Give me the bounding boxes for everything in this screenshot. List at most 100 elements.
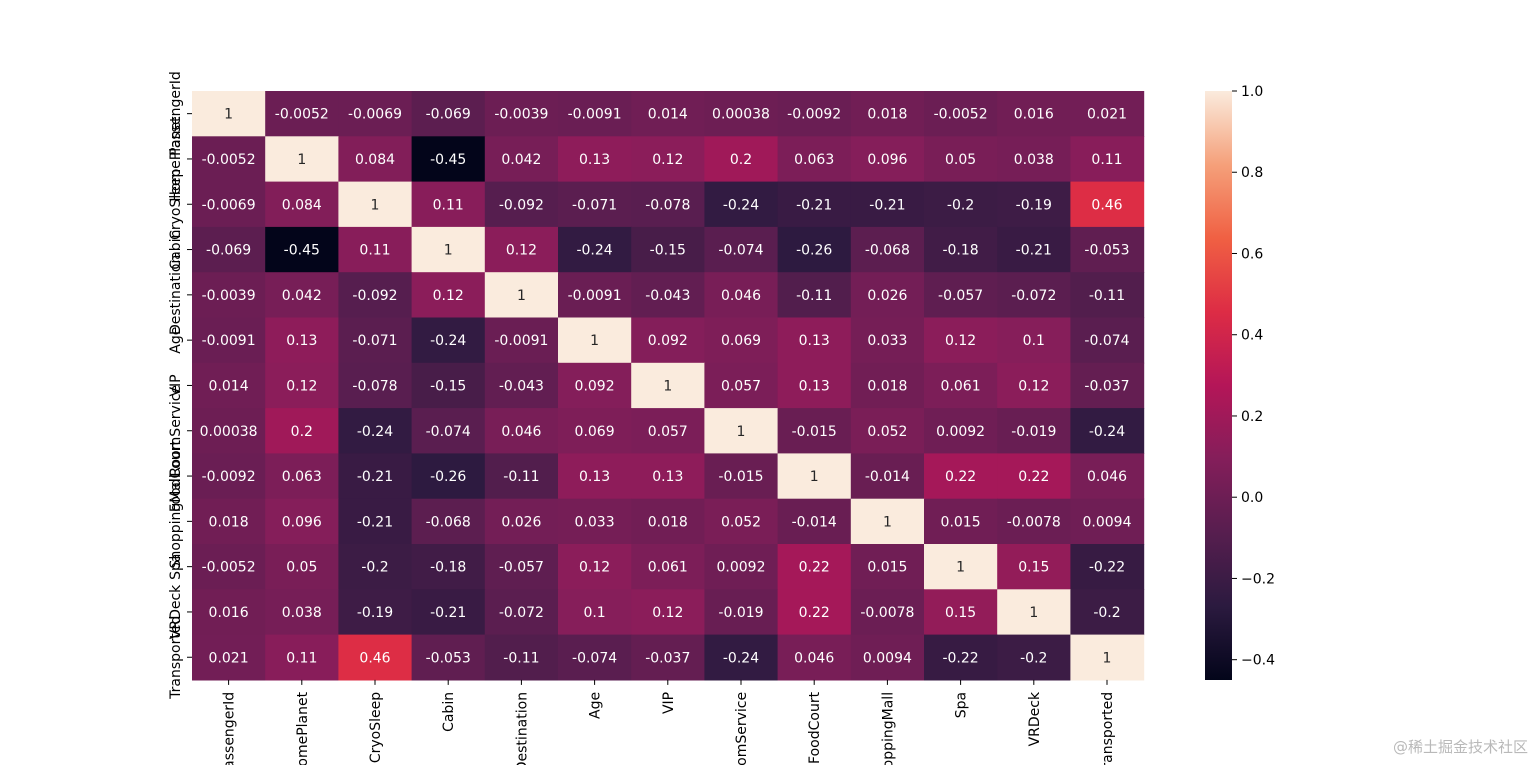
cell-value-label: -0.078 [352,378,397,394]
cell-value-label: 0.033 [575,514,615,530]
heatmap-cell [411,453,486,500]
heatmap-cell [411,226,486,273]
heatmap-cell [1070,634,1145,681]
heatmap-cell [338,408,413,454]
heatmap-cell [338,589,413,636]
cell-value-label: 0.13 [652,469,683,485]
heatmap-cell [1070,589,1145,636]
cell-value-label: 1 [224,107,233,123]
cell-value-label: 1 [371,197,380,213]
heatmap-cell [850,362,925,409]
cell-value-label: -0.0091 [568,288,622,304]
cell-value-label: 0.2 [291,424,313,440]
cell-value-label: -0.21 [357,469,393,485]
cell-value-label: 0.038 [282,605,322,621]
cell-value-label: -0.043 [499,378,544,394]
colorbar-tick-label: 0.8 [1241,165,1263,181]
cell-value-label: 0.084 [355,152,395,168]
heatmap-cell [704,498,779,545]
cell-value-label: 0.026 [867,288,907,304]
cell-value-label: -0.0092 [202,469,256,485]
x-tick-label: CryoSleep [368,692,384,763]
heatmap-cell [850,181,925,228]
heatmap-cell [338,226,413,273]
heatmap-cell [631,634,705,681]
cell-value-label: -0.21 [1016,243,1052,259]
colorbar-tick-label: 0.6 [1241,246,1263,262]
heatmap-cell [777,362,852,409]
y-tick-label: Spa [168,553,184,579]
heatmap-cell [704,181,779,228]
heatmap-cell [924,498,998,545]
cell-value-label: 0.046 [1087,469,1127,485]
cell-value-label: -0.0039 [202,288,256,304]
heatmap-cell [192,272,266,319]
cell-value-label: -0.015 [792,424,837,440]
heatmap-cell [850,272,925,319]
heatmap-cell [411,317,486,364]
cell-value-label: -0.21 [357,514,393,530]
cell-value-label: 0.0094 [1083,514,1132,530]
cell-value-label: -0.2 [1093,605,1120,621]
cell-value-label: 0.05 [286,560,317,576]
x-tick-label: VIP [661,692,677,714]
y-tick-label: CryoSleep [168,169,184,240]
heatmap-cell [704,544,779,590]
y-tick-label: FoodCourt [168,440,184,513]
cell-value-label: 0.092 [575,378,615,394]
heatmap-cell [777,136,852,183]
heatmap-cell [997,136,1071,183]
cell-value-label: 0.014 [648,107,688,123]
y-tick-label: VIP [168,374,184,396]
cell-value-label: -0.45 [430,152,466,168]
y-tick-label: VRDeck [168,584,184,639]
cell-value-label: 0.12 [286,378,317,394]
cell-value-label: 0.069 [721,333,761,349]
heatmap-cell [777,226,852,273]
cell-value-label: -0.11 [1089,288,1125,304]
cell-value-label: 0.046 [501,424,541,440]
cell-value-label: -0.043 [645,288,690,304]
heatmap-cell [704,317,779,364]
heatmap-cell [924,136,998,183]
heatmap-cell [1070,181,1145,228]
cell-value-label: -0.0069 [348,107,402,123]
heatmap-cell [192,226,266,273]
cell-value-label: 0.15 [945,605,976,621]
cell-value-label: 1 [1103,650,1112,666]
heatmap-cell [265,408,339,454]
heatmap-cell [411,589,486,636]
cell-value-label: -0.0069 [202,197,256,213]
cell-value-label: 0.096 [282,514,322,530]
cell-value-label: -0.11 [796,288,832,304]
cell-value-label: 0.11 [359,243,390,259]
cell-value-label: -0.092 [499,197,544,213]
heatmap-cell [997,317,1071,364]
cell-value-label: 0.0092 [936,424,985,440]
heatmap-cell [924,408,998,454]
heatmap-cell [338,91,413,137]
cell-value-label: 0.11 [1091,152,1122,168]
cell-value-label: 0.0092 [717,560,766,576]
heatmap-cell [997,408,1071,454]
heatmap-cell-labels: 1 -0.0052 -0.0069 -0.069 -0.0039 -0.0091 0.014… [200,107,1132,667]
heatmap-cell [777,272,852,319]
heatmap-cell [558,634,632,681]
heatmap-cell [484,634,559,681]
cell-value-label: -0.2 [947,197,974,213]
cell-value-label: 1 [517,288,526,304]
cell-value-label: -0.092 [352,288,397,304]
heatmap-cell [265,362,339,409]
x-tick-label: Destination [514,692,530,765]
cell-value-label: 0.033 [867,333,907,349]
heatmap-cell [704,453,779,500]
heatmap-cell [484,362,559,409]
cell-value-label: -0.19 [357,605,393,621]
heatmap-cell [850,226,925,273]
heatmap-cell [192,453,266,500]
cell-value-label: -0.18 [942,243,978,259]
heatmap-cell [704,634,779,681]
x-tick-label: RoomService [734,692,750,765]
cell-value-label: -0.068 [865,243,910,259]
heatmap-cell [484,181,559,228]
